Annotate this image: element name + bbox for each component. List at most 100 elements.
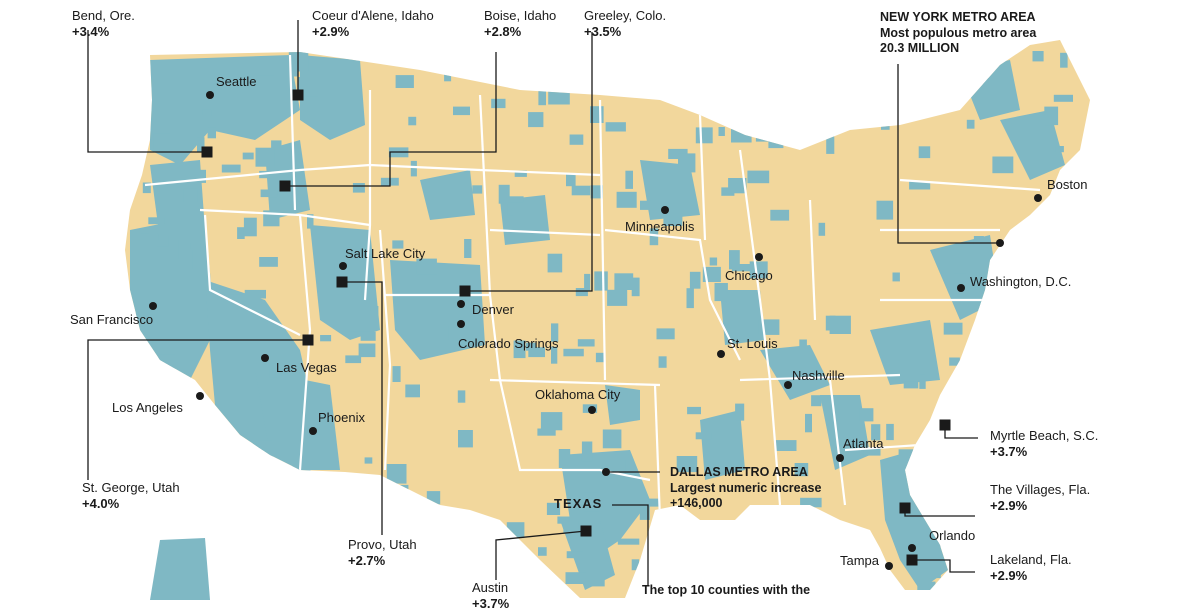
growth-county bbox=[599, 78, 610, 91]
us-county-map bbox=[87, 20, 1090, 600]
growth-county bbox=[416, 258, 437, 275]
growth-county bbox=[584, 578, 605, 587]
growth-county bbox=[547, 253, 563, 273]
city-dot bbox=[717, 350, 725, 358]
growth-county-region bbox=[390, 260, 485, 360]
growth-county bbox=[607, 289, 628, 306]
growth-county bbox=[257, 440, 273, 461]
callout-new-york: NEW YORK METRO AREA Most populous metro … bbox=[880, 10, 1036, 57]
callout-line2: 20.3 MILLION bbox=[880, 41, 960, 56]
growth-county bbox=[175, 272, 193, 288]
city-label-minneapolis: Minneapolis bbox=[625, 219, 695, 234]
growth-county bbox=[197, 137, 205, 152]
growth-county bbox=[546, 502, 561, 515]
state-borders bbox=[144, 54, 1041, 521]
city-dot bbox=[602, 468, 610, 476]
growth-county bbox=[207, 127, 216, 139]
growth-county bbox=[334, 262, 352, 279]
growth-county bbox=[153, 133, 171, 150]
growth-county bbox=[178, 240, 190, 260]
city-dot bbox=[206, 91, 214, 99]
growth-county bbox=[370, 306, 379, 319]
growth-county bbox=[1072, 280, 1090, 295]
growth-county bbox=[1055, 146, 1064, 153]
metro-label-coeur: Coeur d'Alene, Idaho +2.9% bbox=[312, 8, 434, 41]
metro-name: Boise, Idaho bbox=[484, 8, 557, 23]
growth-county bbox=[464, 239, 472, 258]
growth-county bbox=[818, 222, 826, 236]
growth-county bbox=[255, 147, 275, 167]
growth-county bbox=[1049, 383, 1064, 400]
growth-county bbox=[773, 551, 782, 569]
growth-county bbox=[528, 112, 544, 128]
growth-county bbox=[722, 96, 736, 105]
growth-county bbox=[356, 527, 371, 537]
growth-county bbox=[799, 57, 808, 69]
growth-county bbox=[992, 156, 1014, 174]
growth-county bbox=[826, 136, 835, 154]
metro-name: Provo, Utah bbox=[348, 537, 417, 552]
metro-value: +2.9% bbox=[990, 568, 1028, 584]
growth-county bbox=[689, 271, 701, 289]
city-dot bbox=[457, 300, 465, 308]
city-label-los-angeles: Los Angeles bbox=[112, 400, 183, 415]
metro-label-boise: Boise, Idaho +2.8% bbox=[484, 8, 556, 41]
growth-county bbox=[918, 146, 931, 159]
growth-county bbox=[388, 568, 402, 578]
city-label-boston: Boston bbox=[1047, 177, 1088, 192]
city-label-chicago: Chicago bbox=[725, 268, 773, 283]
city-label-seattle: Seattle bbox=[216, 74, 257, 89]
growth-county bbox=[799, 339, 807, 357]
growth-county bbox=[202, 109, 212, 116]
growth-county bbox=[321, 556, 337, 573]
growth-county bbox=[676, 456, 698, 473]
growth-county bbox=[508, 196, 524, 203]
metro-label-austin: Austin +3.7% bbox=[472, 580, 509, 613]
metro-value: +2.7% bbox=[348, 553, 386, 569]
growth-county bbox=[1049, 532, 1060, 541]
growth-county bbox=[909, 181, 931, 190]
city-label-las-vegas: Las Vegas bbox=[276, 360, 337, 375]
growth-county bbox=[741, 557, 749, 572]
growth-county bbox=[540, 412, 563, 431]
growth-county bbox=[714, 283, 728, 302]
growth-county bbox=[551, 323, 559, 342]
growth-county bbox=[1044, 106, 1059, 126]
growth-county bbox=[1010, 514, 1029, 530]
growth-county bbox=[958, 494, 971, 512]
growth-county bbox=[975, 301, 987, 309]
growth-county bbox=[513, 340, 526, 359]
growth-county bbox=[770, 209, 790, 221]
growth-county bbox=[656, 63, 668, 74]
city-dot bbox=[836, 454, 844, 462]
growth-county bbox=[571, 185, 591, 196]
growth-county bbox=[754, 91, 769, 101]
growth-county bbox=[829, 315, 851, 334]
metro-value: +2.8% bbox=[484, 24, 522, 40]
growth-county bbox=[444, 64, 452, 82]
metro-name: Bend, Ore. bbox=[72, 8, 135, 23]
growth-county bbox=[292, 465, 311, 482]
growth-county bbox=[134, 361, 154, 377]
growth-county bbox=[528, 347, 545, 358]
growth-county bbox=[976, 412, 988, 430]
growth-county bbox=[243, 217, 257, 237]
metro-name: Myrtle Beach, S.C. bbox=[990, 428, 1099, 443]
growth-county bbox=[290, 70, 298, 77]
growth-county bbox=[557, 516, 571, 524]
growth-county-region bbox=[420, 170, 475, 220]
metro-label-myrtle: Myrtle Beach, S.C. +3.7% bbox=[990, 428, 1098, 461]
growth-county bbox=[498, 184, 510, 204]
growth-county bbox=[304, 405, 315, 422]
growth-county bbox=[631, 559, 640, 571]
growth-county bbox=[1041, 327, 1049, 340]
growth-county bbox=[342, 239, 352, 250]
growth-county bbox=[728, 178, 747, 194]
growth-county bbox=[754, 522, 765, 530]
growth-county bbox=[871, 424, 881, 441]
growth-county bbox=[231, 318, 245, 328]
metro-label-villages: The Villages, Fla. +2.9% bbox=[990, 482, 1090, 515]
growth-county bbox=[751, 54, 758, 63]
growth-county bbox=[1053, 94, 1073, 102]
growth-county bbox=[943, 322, 963, 335]
